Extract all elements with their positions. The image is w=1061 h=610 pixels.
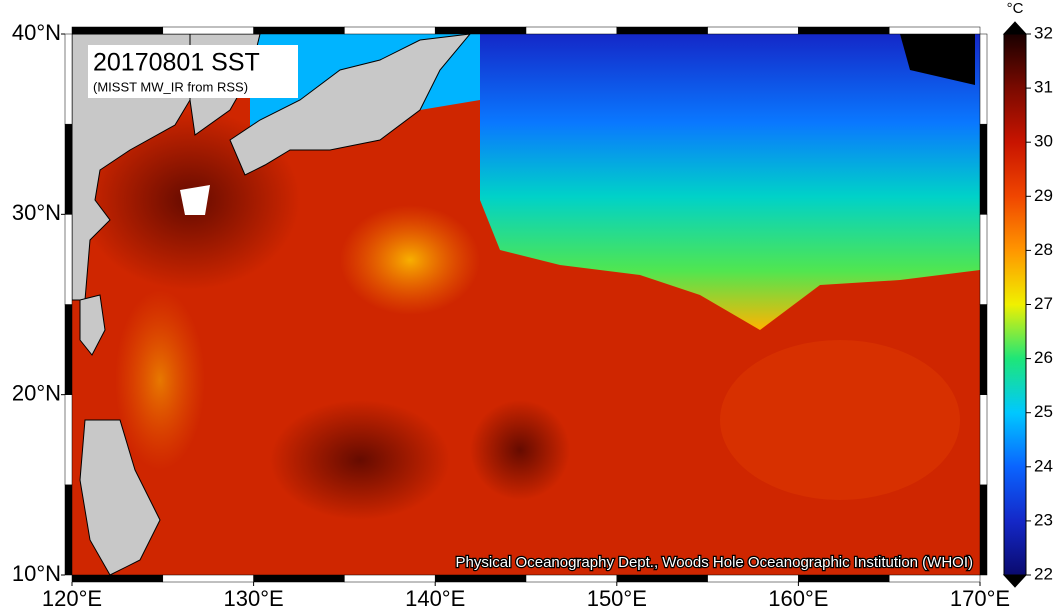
frame-segment [525,26,618,35]
frame-segment [888,26,981,35]
frame-segment [64,394,73,486]
frame-segment [616,574,708,583]
colorbar-unit: °C [1007,0,1024,17]
colorbar-tick-label: 24 [1034,456,1053,475]
frame-segment [979,123,988,215]
map-subtitle: (MISST MW_IR from RSS) [93,79,248,94]
colorbar-tick-label: 26 [1034,348,1053,367]
frame-segment [344,26,436,35]
frame-segment [707,26,799,35]
y-tick-label: 40°N [12,20,61,45]
colorbar-tick-label: 28 [1034,240,1053,259]
credit: Physical Oceanography Dept., Woods Hole … [456,554,973,571]
frame-segment [64,214,73,305]
y-tick-label: 20°N [12,380,61,405]
frame-segment [64,33,73,125]
frame-segment [71,26,164,35]
colorbar-tick-label: 29 [1034,186,1053,205]
frame-segment [434,26,527,35]
frame-segment [162,574,254,583]
frame-segment [979,484,988,576]
x-tick-label: 170°E [950,586,1010,610]
y-tick-label: 10°N [12,561,61,586]
frame-segment [798,26,890,35]
frame-segment [798,574,890,583]
x-tick-label: 130°E [224,586,284,610]
frame-segment [707,574,799,583]
x-tick-label: 140°E [405,586,465,610]
colorbar-tick-label: 23 [1034,510,1053,529]
frame-segment [434,574,527,583]
sst-field [72,34,980,575]
colorbar-tick-label: 27 [1034,294,1053,313]
frame-segment [64,484,73,576]
frame-segment [64,304,73,395]
frame-segment [344,574,436,583]
frame-segment [888,574,981,583]
title-box [88,45,298,98]
frame-segment [979,304,988,395]
y-tick-label: 30°N [12,200,61,225]
frame-segment [979,394,988,486]
colorbar-tick-label: 32 [1034,23,1053,42]
colorbar-tick-label: 31 [1034,78,1053,97]
colorbar-min-arrow [1002,574,1028,588]
frame-segment [616,26,708,35]
frame-segment [162,26,254,35]
frame-segment [253,26,345,35]
frame-segment [71,574,164,583]
colorbar-max-arrow [1002,21,1028,35]
x-tick-label: 150°E [587,586,647,610]
frame-segment [64,123,73,215]
colorbar [1003,33,1027,576]
frame-segment [979,33,988,125]
frame-segment [979,214,988,305]
colorbar-tick-label: 22 [1034,564,1053,583]
map-title: 20170801 SST [93,49,260,77]
x-tick-label: 160°E [768,586,828,610]
frame-segment [253,574,345,583]
colorbar-tick-label: 25 [1034,402,1053,421]
frame-segment [525,574,618,583]
x-tick-label: 120°E [42,586,102,610]
colorbar-tick-label: 30 [1034,132,1053,151]
